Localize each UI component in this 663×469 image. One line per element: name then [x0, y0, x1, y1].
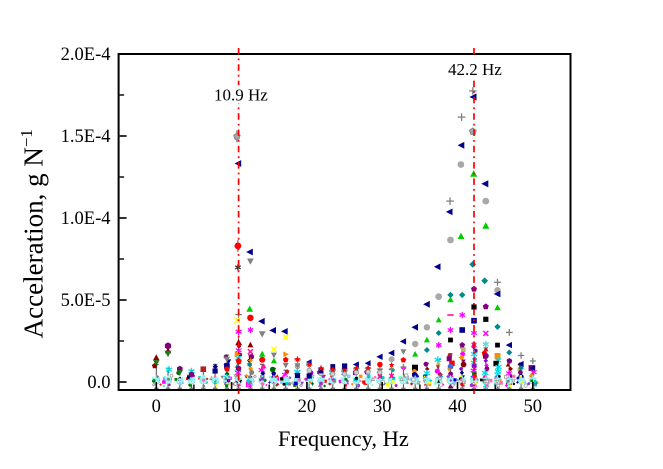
svg-text:1.0E-4: 1.0E-4: [61, 209, 111, 229]
svg-text:40: 40: [448, 397, 467, 417]
svg-text:5.0E-5: 5.0E-5: [61, 291, 111, 311]
svg-text:Frequency, Hz: Frequency, Hz: [278, 426, 409, 451]
svg-text:Acceleration, g N−1: Acceleration, g N−1: [17, 129, 49, 338]
svg-text:2.0E-4: 2.0E-4: [61, 45, 111, 65]
svg-text:42.2 Hz: 42.2 Hz: [448, 60, 502, 79]
svg-text:10.9 Hz: 10.9 Hz: [214, 85, 268, 104]
svg-text:0: 0: [152, 397, 161, 417]
svg-text:0.0: 0.0: [87, 373, 110, 393]
svg-text:1.5E-4: 1.5E-4: [61, 127, 111, 147]
svg-text:20: 20: [298, 397, 317, 417]
svg-text:30: 30: [373, 397, 392, 417]
svg-text:50: 50: [524, 397, 543, 417]
svg-text:10: 10: [222, 397, 241, 417]
